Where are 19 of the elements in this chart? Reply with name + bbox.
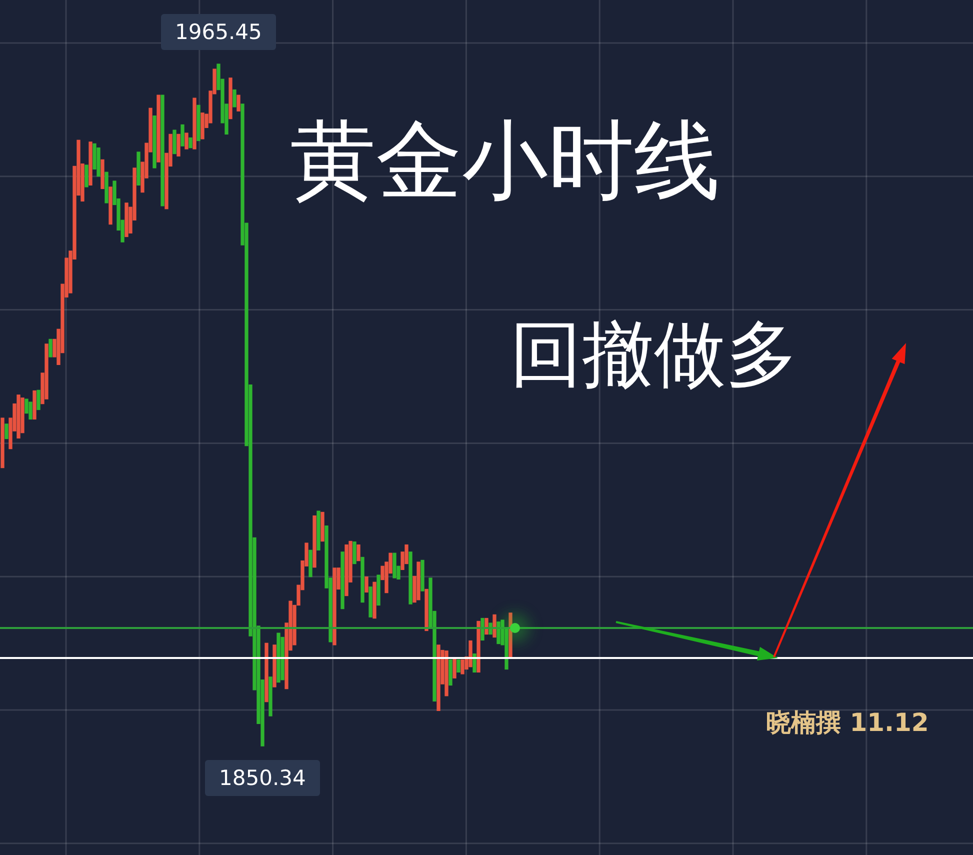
annotation: 1850.34 [205,760,320,796]
candlestick [48,338,52,358]
candlestick [460,659,464,674]
candlestick [180,124,184,146]
candlestick [4,423,8,440]
candlestick [364,576,368,593]
text: 回撤做多 [510,312,798,396]
candlestick [236,94,240,112]
annotation: 1965.45 [161,14,276,50]
text: 黄金小时线 [290,111,720,211]
candlestick [184,132,188,150]
candlestick [456,659,460,673]
candlestick [352,542,356,564]
text: 晓楠撰 11.12 [766,707,929,739]
candlestick [176,134,180,156]
candlestick [188,137,192,148]
candlestick [36,390,40,410]
candlestick [356,544,360,562]
candlestick [232,89,236,108]
